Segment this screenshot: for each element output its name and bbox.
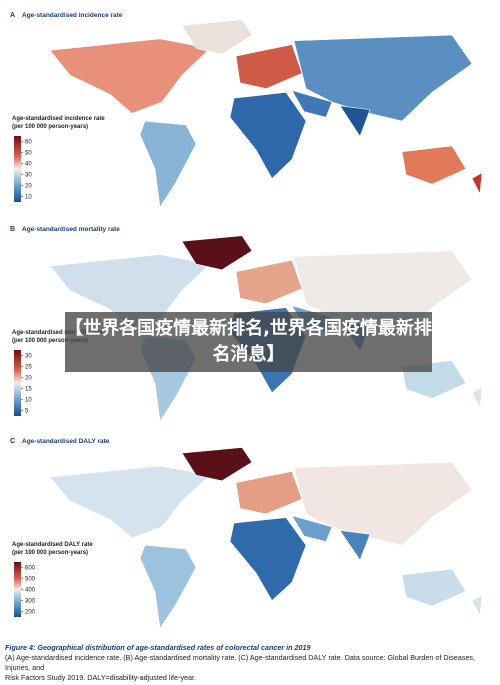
panel-label: B bbox=[10, 226, 15, 233]
legend-title: (per 100 000 person-years) bbox=[12, 550, 88, 556]
country-region bbox=[293, 462, 473, 546]
caption: Figure 4: Geographical distribution of a… bbox=[5, 643, 495, 683]
color-bar bbox=[14, 562, 21, 617]
country-region bbox=[293, 34, 473, 122]
country-region bbox=[339, 530, 371, 561]
country-region bbox=[229, 517, 307, 602]
country-region bbox=[181, 447, 253, 482]
country-region bbox=[471, 594, 483, 617]
legend-tick-label: 25 bbox=[25, 365, 32, 371]
country-region bbox=[401, 568, 467, 607]
world-map bbox=[49, 447, 483, 630]
legend-tick-label: 600 bbox=[25, 566, 36, 572]
legend-tick-label: 30 bbox=[25, 173, 32, 179]
country-region bbox=[49, 465, 211, 539]
legend-title: Age-standardised DALY rate bbox=[12, 542, 93, 548]
legend-tick-label: 30 bbox=[25, 354, 32, 360]
country-region bbox=[229, 92, 307, 179]
country-region bbox=[235, 471, 303, 515]
panel-label: C bbox=[10, 438, 15, 445]
legend-tick-label: 300 bbox=[25, 599, 36, 605]
caption-line: (A) Age-standardised incidence rate. (B)… bbox=[5, 653, 475, 672]
country-region bbox=[471, 386, 483, 409]
country-region bbox=[181, 19, 253, 55]
world-map bbox=[49, 19, 483, 208]
color-bar bbox=[14, 136, 21, 202]
country-region bbox=[181, 235, 253, 271]
map-panel: C Age-standardised DALY rate Age-standardi… bbox=[10, 438, 483, 630]
legend-title: Age-standardised incidence rate bbox=[12, 116, 105, 122]
caption-line: Risk Factors Study 2019. DALY=disability… bbox=[5, 673, 197, 682]
country-region bbox=[49, 38, 211, 114]
legend-title: Age-standardised mortality rate bbox=[12, 330, 103, 336]
country-region bbox=[139, 544, 197, 630]
map-panel: A Age-standardised incidence rate Age-stan… bbox=[10, 12, 483, 208]
country-region bbox=[235, 44, 303, 89]
panel-title: Age-standardised DALY rate bbox=[22, 438, 110, 445]
panel-title: Age-standardised mortality rate bbox=[22, 226, 120, 233]
legend-tick-label: 50 bbox=[25, 151, 32, 157]
country-region bbox=[291, 515, 333, 542]
legend-tick-label: 20 bbox=[25, 376, 32, 382]
legend-tick-label: 10 bbox=[25, 195, 32, 201]
legend-tick-label: 15 bbox=[25, 387, 32, 393]
panel-title: Age-standardised incidence rate bbox=[22, 12, 123, 19]
country-region bbox=[139, 120, 197, 208]
country-region bbox=[471, 172, 483, 195]
legend-tick-label: 20 bbox=[25, 184, 32, 190]
country-region bbox=[235, 259, 303, 305]
legend-tick-label: 10 bbox=[25, 398, 32, 404]
panel-label: A bbox=[10, 12, 15, 19]
overlay-banner: 【世界各国疫情最新排名,世界各国疫情最新排名消息】 bbox=[65, 312, 432, 372]
country-region bbox=[339, 105, 371, 138]
color-bar bbox=[14, 350, 21, 416]
legend-tick-label: 40 bbox=[25, 162, 32, 168]
country-region bbox=[291, 90, 333, 118]
country-region bbox=[401, 145, 467, 185]
legend-title: (per 100 000 person-years) bbox=[12, 338, 88, 344]
legend-tick-label: 200 bbox=[25, 610, 36, 616]
caption-title: Figure 4: Geographical distribution of a… bbox=[5, 643, 311, 652]
legend-tick-label: 5 bbox=[25, 409, 29, 415]
legend-title: (per 100 000 person-years) bbox=[12, 124, 88, 130]
legend-tick-label: 60 bbox=[25, 140, 32, 146]
legend-tick-label: 500 bbox=[25, 577, 36, 583]
legend-tick-label: 400 bbox=[25, 588, 36, 594]
